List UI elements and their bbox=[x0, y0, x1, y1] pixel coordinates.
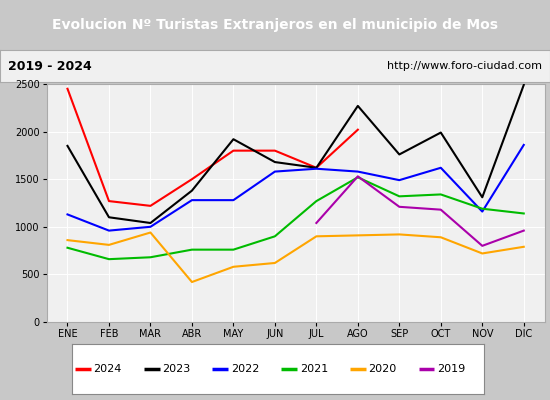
Text: 2024: 2024 bbox=[94, 364, 122, 374]
Text: 2022: 2022 bbox=[231, 364, 260, 374]
Text: 2019: 2019 bbox=[437, 364, 465, 374]
Text: 2019 - 2024: 2019 - 2024 bbox=[8, 60, 92, 72]
Text: http://www.foro-ciudad.com: http://www.foro-ciudad.com bbox=[387, 61, 542, 71]
Text: 2023: 2023 bbox=[162, 364, 190, 374]
Text: Evolucion Nº Turistas Extranjeros en el municipio de Mos: Evolucion Nº Turistas Extranjeros en el … bbox=[52, 18, 498, 32]
Text: 2021: 2021 bbox=[300, 364, 328, 374]
Text: 2020: 2020 bbox=[368, 364, 397, 374]
